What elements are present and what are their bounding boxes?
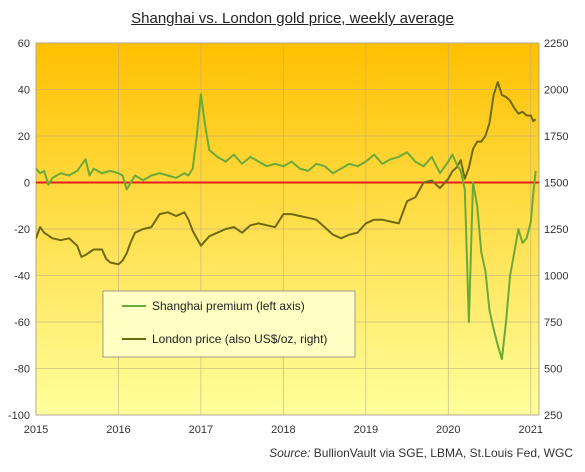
left-tick-label: 60 — [18, 38, 30, 50]
source-text: BullionVault via SGE, LBMA, St.Louis Fed… — [313, 446, 573, 460]
right-tick-label: 1750 — [544, 131, 568, 143]
right-tick-label: 250 — [544, 410, 562, 422]
legend-label-london-price: London price (also US$/oz, right) — [152, 332, 327, 346]
legend-box — [102, 290, 356, 358]
x-tick-label: 2015 — [24, 424, 48, 436]
right-tick-label: 750 — [544, 317, 562, 329]
x-tick-label: 2017 — [189, 424, 213, 436]
left-axis: 60 40 20 0 -20 -40 -60 -80 -100 — [8, 38, 30, 422]
right-tick-label: 500 — [544, 364, 562, 376]
left-tick-label: 0 — [24, 178, 30, 190]
right-tick-label: 1500 — [544, 178, 568, 190]
x-tick-label: 2016 — [106, 424, 130, 436]
x-tick-label: 2019 — [354, 424, 378, 436]
left-tick-label: 20 — [18, 131, 30, 143]
right-tick-label: 1250 — [544, 224, 568, 236]
legend: Shanghai premium (left axis) London pric… — [102, 290, 356, 358]
right-tick-label: 2000 — [544, 85, 568, 97]
x-tick-label: 2021 — [519, 424, 543, 436]
source-label: Source: — [269, 446, 311, 460]
right-axis: 2250 2000 1750 1500 1250 1000 750 500 250 — [544, 38, 568, 422]
series-line-london-price — [36, 81, 537, 266]
right-tick-label: 2250 — [544, 38, 568, 50]
legend-label-shanghai-premium: Shanghai premium (left axis) — [152, 299, 305, 313]
chart-title: Shanghai vs. London gold price, weekly a… — [131, 10, 454, 27]
right-tick-label: 1000 — [544, 271, 568, 283]
series-line-shanghai-premium — [36, 93, 537, 361]
left-tick-label: -20 — [14, 224, 30, 236]
x-tick-label: 2020 — [436, 424, 460, 436]
left-tick-label: 40 — [18, 85, 30, 97]
left-tick-label: -40 — [14, 271, 30, 283]
left-tick-label: -100 — [8, 410, 30, 422]
chart-source: Source: BullionVault via SGE, LBMA, St.L… — [269, 446, 573, 460]
x-tick-label: 2018 — [271, 424, 295, 436]
left-tick-label: -80 — [14, 364, 30, 376]
x-axis: 2015 2016 2017 2018 2019 2020 2021 — [24, 424, 543, 436]
left-tick-label: -60 — [14, 317, 30, 329]
